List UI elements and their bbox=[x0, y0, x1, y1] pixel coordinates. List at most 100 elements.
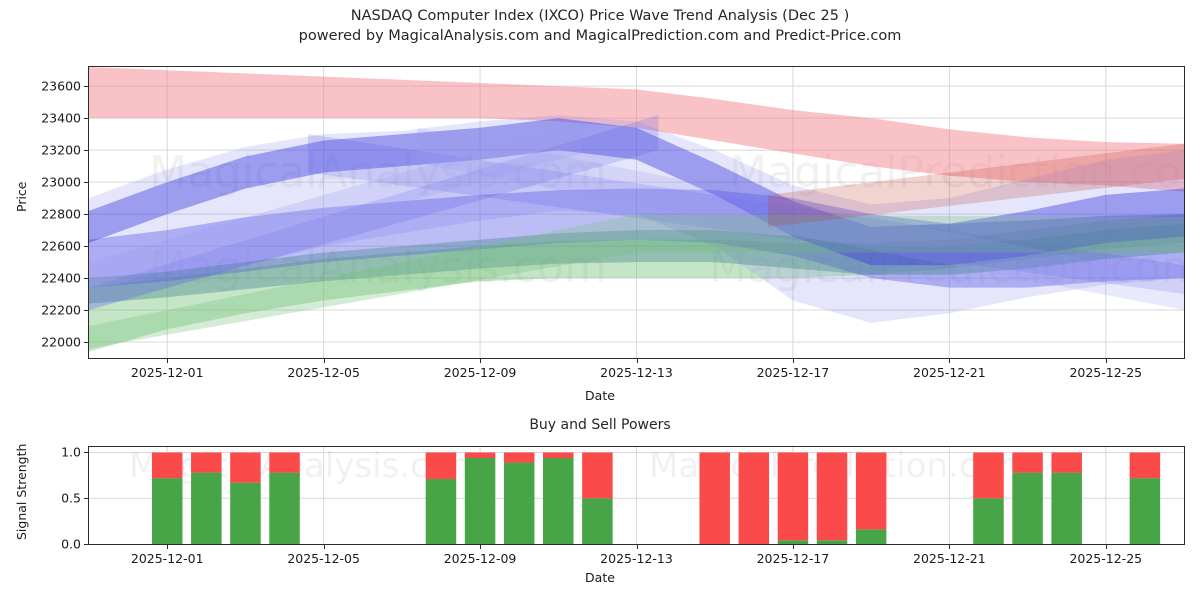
price-y-tick-label: 22600 bbox=[41, 238, 81, 254]
buy-power-bar bbox=[191, 472, 222, 544]
sell-power-bar bbox=[425, 452, 457, 480]
power-x-tick-label: 2025-12-05 bbox=[287, 551, 360, 566]
price-y-tick-label: 22800 bbox=[41, 206, 81, 222]
page-subtitle: powered by MagicalAnalysis.com and Magic… bbox=[298, 28, 902, 44]
price-y-tick-mark bbox=[84, 182, 88, 184]
power-x-tick-label: 2025-12-09 bbox=[443, 551, 517, 566]
power-y-tick-label: 0.5 bbox=[61, 490, 81, 506]
price-x-tick-label: 2025-12-17 bbox=[756, 365, 830, 380]
buy-power-bar bbox=[816, 540, 848, 544]
price-x-tick-label: 2025-12-13 bbox=[600, 365, 673, 380]
buy-power-bar bbox=[777, 540, 809, 544]
svg-text:MagicalAnalysis.com: MagicalAnalysis.com bbox=[149, 242, 607, 293]
price-x-tick-label: 2025-12-21 bbox=[913, 365, 986, 380]
sell-power-bar bbox=[503, 452, 535, 463]
price-x-tick-mark bbox=[636, 359, 638, 363]
price-y-tick-label: 23200 bbox=[41, 142, 81, 158]
price-y-tick-label: 22000 bbox=[41, 334, 81, 350]
power-y-tick-label: 1.0 bbox=[61, 444, 81, 460]
price-y-tick-mark bbox=[84, 118, 88, 120]
price-y-tick-mark bbox=[84, 150, 88, 152]
sell-power-bar bbox=[777, 452, 809, 541]
price-y-tick-label: 22200 bbox=[41, 302, 81, 318]
price-x-tick-label: 2025-12-09 bbox=[443, 365, 517, 380]
power-y-tick-mark bbox=[84, 452, 88, 454]
power-chart-title: Buy and Sell Powers bbox=[529, 417, 671, 433]
sell-power-bar bbox=[543, 452, 574, 458]
sell-power-bar bbox=[699, 452, 730, 544]
buy-power-bar bbox=[543, 457, 574, 544]
price-wave-bands: MagicalAnalysis.com MagicalPrediction.com… bbox=[89, 67, 1184, 358]
price-x-tick-mark bbox=[323, 359, 325, 363]
price-y-tick-label: 22400 bbox=[41, 270, 81, 286]
chart-title-block: NASDAQ Computer Index (IXCO) Price Wave … bbox=[0, 6, 1200, 46]
price-x-tick-label: 2025-12-25 bbox=[1069, 365, 1143, 380]
price-x-tick-mark bbox=[167, 359, 169, 363]
buy-power-bar bbox=[503, 462, 535, 544]
power-x-tick-label: 2025-12-13 bbox=[600, 551, 673, 566]
sell-power-bar bbox=[855, 452, 887, 530]
price-chart-plot-area: MagicalAnalysis.com MagicalPrediction.com… bbox=[88, 66, 1185, 359]
power-x-tick-label: 2025-12-21 bbox=[913, 551, 986, 566]
price-y-tick-mark bbox=[84, 310, 88, 312]
price-x-tick-mark bbox=[949, 359, 951, 363]
price-y-tick-mark bbox=[84, 342, 88, 343]
sell-power-bar bbox=[230, 452, 261, 483]
price-y-axis-label: Price bbox=[14, 181, 29, 213]
buy-power-bar bbox=[855, 529, 887, 544]
power-x-tick-mark bbox=[167, 545, 169, 549]
svg-text:MagicalAnalysis.com: MagicalAnalysis.com bbox=[129, 447, 483, 486]
price-x-tick-mark bbox=[1105, 359, 1107, 363]
price-x-tick-label: 2025-12-01 bbox=[130, 365, 204, 380]
price-y-tick-label: 23400 bbox=[41, 110, 81, 126]
price-y-tick-mark bbox=[84, 278, 88, 280]
sell-power-bar bbox=[464, 452, 496, 458]
buy-power-bar bbox=[230, 482, 261, 544]
sell-power-bar bbox=[1051, 452, 1082, 473]
sell-power-bar bbox=[191, 452, 222, 473]
page-title: NASDAQ Computer Index (IXCO) Price Wave … bbox=[350, 8, 850, 24]
sell-power-bar bbox=[151, 452, 183, 479]
power-y-tick-mark bbox=[84, 498, 88, 500]
buy-power-bar bbox=[1051, 472, 1082, 544]
power-x-tick-mark bbox=[480, 545, 482, 549]
sell-power-bar bbox=[738, 452, 770, 544]
power-x-tick-mark bbox=[323, 545, 325, 549]
power-x-tick-mark bbox=[1105, 545, 1107, 549]
power-y-tick-label: 0.0 bbox=[61, 536, 81, 552]
price-x-axis-label: Date bbox=[585, 388, 615, 403]
price-y-tick-label: 23000 bbox=[41, 174, 81, 190]
sell-power-bar bbox=[816, 452, 848, 541]
buy-power-bar bbox=[582, 498, 613, 544]
price-x-tick-mark bbox=[480, 359, 482, 363]
sell-power-bar bbox=[1012, 452, 1043, 473]
sell-power-bar bbox=[582, 452, 613, 499]
power-x-tick-label: 2025-12-25 bbox=[1069, 551, 1143, 566]
power-x-tick-label: 2025-12-01 bbox=[130, 551, 204, 566]
buy-power-bar bbox=[464, 457, 496, 544]
svg-text:MagicalAnalysis.com: MagicalAnalysis.com bbox=[149, 147, 607, 198]
buy-power-bar bbox=[269, 472, 300, 544]
sell-power-bar bbox=[973, 452, 1004, 499]
power-y-tick-mark bbox=[84, 544, 88, 545]
power-x-axis-label: Date bbox=[585, 570, 615, 585]
power-x-tick-label: 2025-12-17 bbox=[756, 551, 830, 566]
power-x-tick-mark bbox=[949, 545, 951, 549]
power-x-tick-mark bbox=[792, 545, 794, 549]
power-x-tick-mark bbox=[636, 545, 638, 549]
sell-power-bar bbox=[269, 452, 300, 473]
price-y-tick-mark bbox=[84, 86, 88, 88]
buy-power-bar bbox=[151, 478, 183, 544]
price-x-tick-label: 2025-12-05 bbox=[287, 365, 360, 380]
buy-power-bar bbox=[973, 498, 1004, 544]
price-y-tick-mark bbox=[84, 246, 88, 248]
buy-power-bar bbox=[425, 479, 457, 544]
buy-power-bar bbox=[1012, 472, 1043, 544]
buy-power-bar bbox=[1129, 478, 1161, 544]
price-y-tick-label: 23600 bbox=[41, 78, 81, 94]
price-y-tick-mark bbox=[84, 214, 88, 216]
price-x-tick-mark bbox=[792, 359, 794, 363]
